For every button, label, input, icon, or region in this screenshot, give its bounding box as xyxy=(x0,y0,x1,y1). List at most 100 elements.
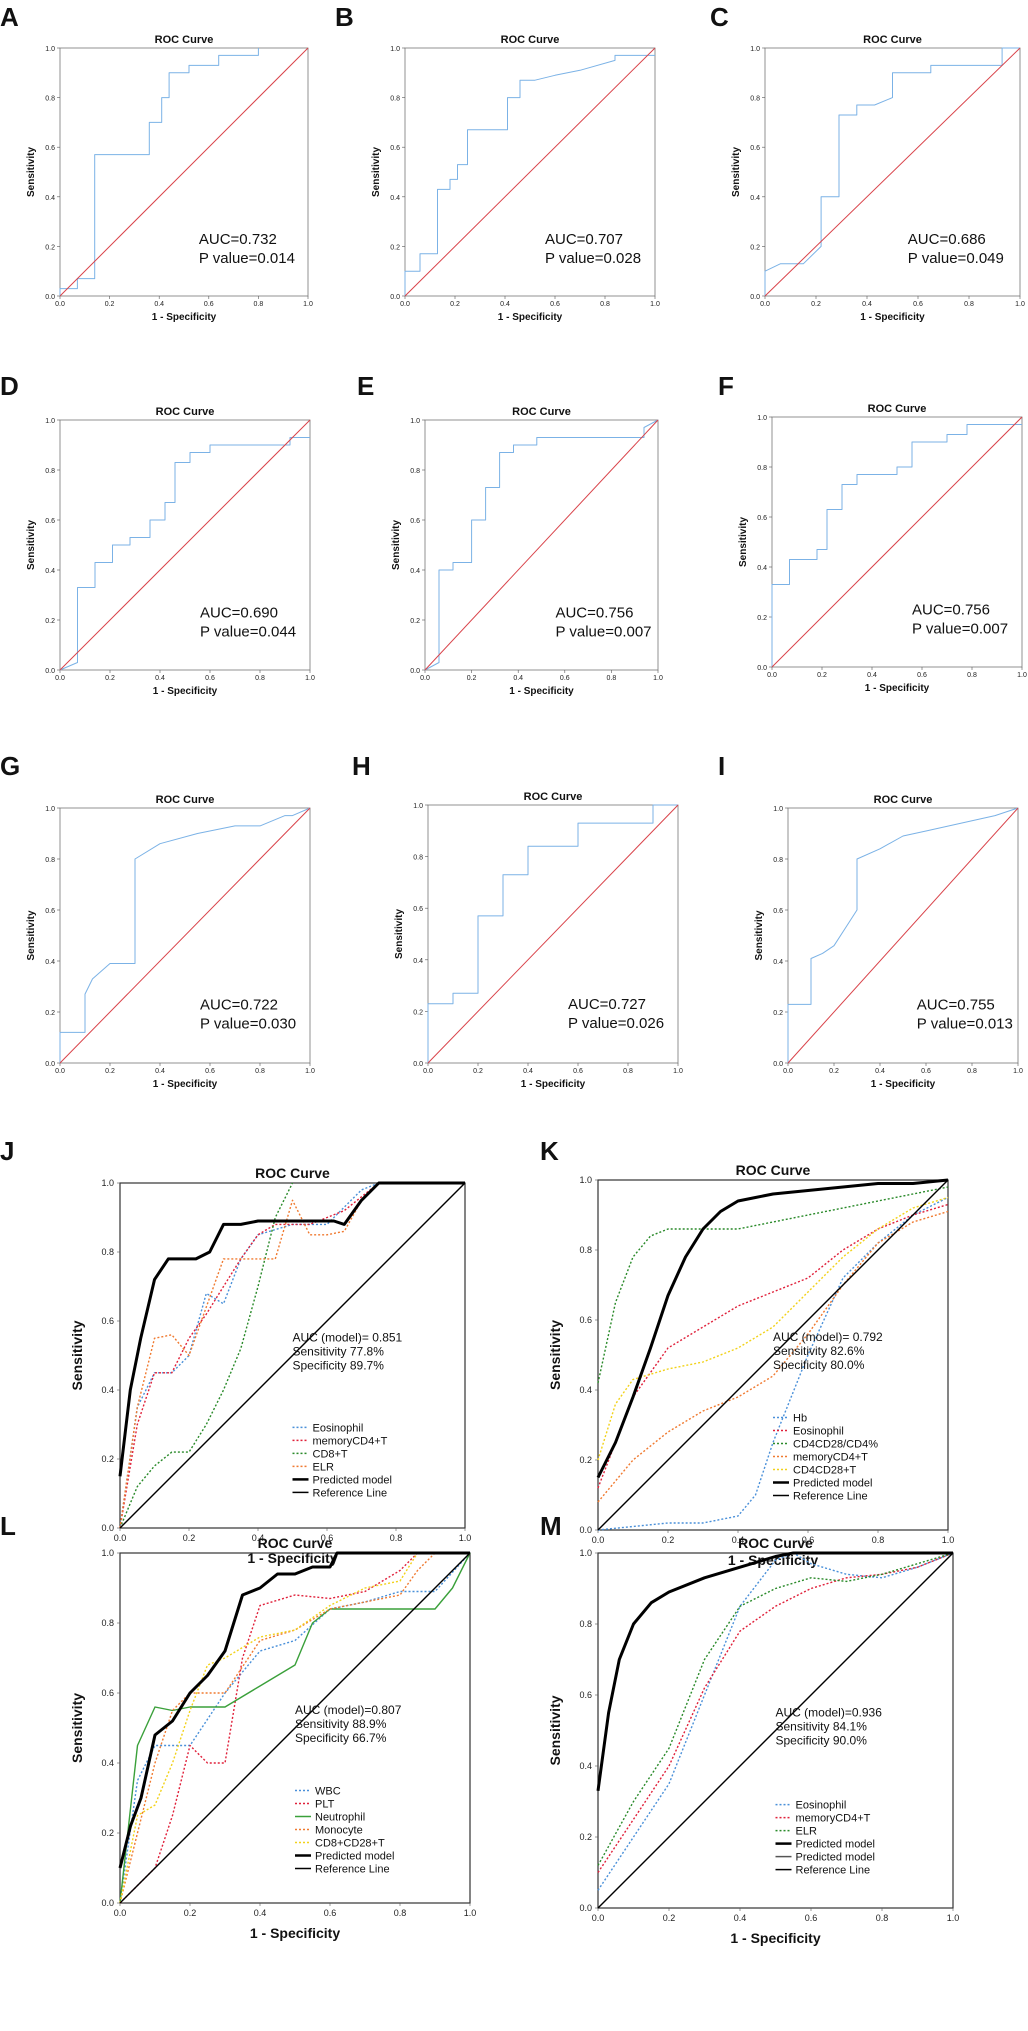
series-line-neutrophil xyxy=(119,1552,471,1904)
chart-title: ROC Curve xyxy=(501,34,560,46)
x-tick-label: 0.4 xyxy=(875,1068,885,1075)
y-tick-label: 0.8 xyxy=(579,1619,592,1629)
legend-label: Predicted model xyxy=(313,1474,393,1486)
y-tick-label: 0.2 xyxy=(101,1828,114,1838)
y-axis-label: Sensitivity xyxy=(26,910,37,960)
x-tick-label: 0.4 xyxy=(252,1533,265,1543)
x-tick-label: 0.8 xyxy=(607,675,617,682)
y-tick-label: 1.0 xyxy=(757,415,767,422)
y-tick-label: 0.6 xyxy=(101,1688,114,1698)
y-axis-label: Sensitivity xyxy=(371,147,382,197)
annotation-text: P value=0.049 xyxy=(908,250,1004,267)
plot-frame xyxy=(424,419,659,671)
y-tick-label: 0.6 xyxy=(101,1316,114,1326)
panel-letter: K xyxy=(540,1136,559,1166)
y-tick-label: 0.2 xyxy=(101,1454,114,1464)
y-tick-label: 1.0 xyxy=(410,418,420,425)
annotation-text: AUC=0.755 xyxy=(917,996,995,1013)
x-tick-label: 0.4 xyxy=(500,301,510,308)
x-tick-label: 0.2 xyxy=(450,301,460,308)
series-line-reference xyxy=(59,47,309,297)
annotation-text: P value=0.013 xyxy=(917,1015,1013,1032)
y-tick-label: 0.0 xyxy=(45,294,55,301)
legend-label: Monocyte xyxy=(315,1825,363,1837)
y-tick-label: 0.8 xyxy=(413,855,423,862)
legend-label: Neutrophil xyxy=(315,1812,365,1824)
x-tick-label: 0.4 xyxy=(155,675,165,682)
y-tick-label: 0.8 xyxy=(579,1245,592,1255)
y-tick-label: 0.6 xyxy=(45,908,55,915)
panel-letter: J xyxy=(0,1136,14,1166)
x-axis-label: 1 - Specificity xyxy=(153,686,218,697)
y-tick-label: 1.0 xyxy=(413,803,423,810)
x-tick-label: 0.8 xyxy=(600,301,610,308)
x-tick-label: 1.0 xyxy=(1017,672,1027,679)
y-tick-label: 0.2 xyxy=(45,618,55,625)
annotation-text: Sensitivity 77.8% xyxy=(293,1345,385,1359)
y-tick-label: 0.2 xyxy=(45,244,55,251)
chart-title: ROC Curve xyxy=(863,34,922,46)
x-tick-label: 0.8 xyxy=(254,301,264,308)
y-tick-label: 0.2 xyxy=(390,244,400,251)
y-tick-label: 0.2 xyxy=(773,1010,783,1017)
annotation-text: AUC (model)=0.807 xyxy=(295,1703,402,1717)
panel-letter: M xyxy=(540,1511,562,1541)
chart-title: ROC Curve xyxy=(155,34,214,46)
y-tick-label: 1.0 xyxy=(773,806,783,813)
annotation-text: Sensitivity 82.6% xyxy=(773,1344,865,1358)
series-line-plt xyxy=(119,1552,418,1904)
x-tick-label: 0.8 xyxy=(967,672,977,679)
y-tick-label: 0.0 xyxy=(413,1061,423,1068)
y-tick-label: 0.8 xyxy=(101,1247,114,1257)
x-tick-label: 0.4 xyxy=(862,301,872,308)
x-tick-label: 0.0 xyxy=(420,675,430,682)
x-tick-label: 1.0 xyxy=(464,1908,477,1918)
x-tick-label: 0.8 xyxy=(255,1068,265,1075)
y-axis-label: Sensitivity xyxy=(547,1695,563,1765)
x-tick-label: 0.4 xyxy=(155,1068,165,1075)
x-tick-label: 1.0 xyxy=(673,1068,683,1075)
y-tick-label: 0.4 xyxy=(45,568,55,575)
x-tick-label: 0.0 xyxy=(783,1068,793,1075)
series-line-memorycd4-t xyxy=(119,1182,380,1529)
y-tick-label: 0.8 xyxy=(101,1618,114,1628)
y-tick-label: 1.0 xyxy=(45,46,55,53)
annotation-text: Sensitivity 88.9% xyxy=(295,1717,387,1731)
y-tick-label: 0.0 xyxy=(101,1898,114,1908)
annotation-text: AUC=0.727 xyxy=(568,996,646,1013)
annotation-text: AUC (model)=0.936 xyxy=(776,1705,883,1719)
x-tick-label: 0.6 xyxy=(573,1068,583,1075)
plot-frame xyxy=(427,804,679,1064)
y-tick-label: 1.0 xyxy=(101,1178,114,1188)
y-tick-label: 0.0 xyxy=(410,668,420,675)
series-line-reference-line xyxy=(597,1552,954,1909)
legend-label: WBC xyxy=(315,1786,341,1798)
y-tick-label: 0.6 xyxy=(750,145,760,152)
legend-label: Hb xyxy=(793,1413,807,1425)
annotation-text: Specificity 80.0% xyxy=(773,1358,865,1372)
annotation-text: AUC=0.690 xyxy=(200,605,278,622)
x-tick-label: 1.0 xyxy=(305,1068,315,1075)
annotation-text: P value=0.044 xyxy=(200,624,296,641)
series-line-predicted-model xyxy=(596,1551,953,1792)
x-tick-label: 0.0 xyxy=(400,301,410,308)
y-tick-label: 0.0 xyxy=(773,1061,783,1068)
series-line-monocyte xyxy=(119,1552,436,1904)
x-tick-label: 0.6 xyxy=(324,1908,337,1918)
y-tick-label: 0.2 xyxy=(413,1009,423,1016)
y-tick-label: 0.6 xyxy=(45,518,55,525)
series-line-eosinophil xyxy=(119,1182,380,1529)
annotation-text: Specificity 89.7% xyxy=(293,1359,385,1373)
annotation-text: Specificity 90.0% xyxy=(776,1733,868,1747)
x-axis-label: 1 - Specificity xyxy=(860,312,925,323)
annotation-text: AUC=0.722 xyxy=(200,996,278,1013)
x-tick-label: 0.4 xyxy=(254,1908,267,1918)
x-tick-label: 0.6 xyxy=(321,1533,334,1543)
y-axis-label: Sensitivity xyxy=(394,909,405,959)
x-tick-label: 1.0 xyxy=(947,1913,960,1923)
y-tick-label: 0.2 xyxy=(579,1455,592,1465)
x-tick-label: 0.4 xyxy=(154,301,164,308)
x-axis-label: 1 - Specificity xyxy=(247,1550,337,1566)
series-line-predicted-model xyxy=(596,1178,949,1479)
